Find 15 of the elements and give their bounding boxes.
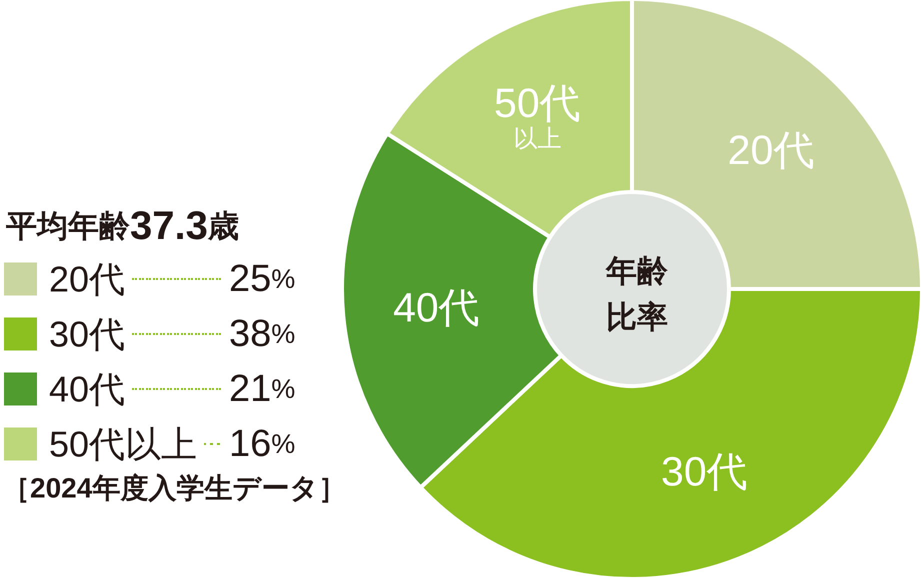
slice-label: 30代 [661,448,748,495]
text: ［2024年度入学生データ］ [2,472,346,504]
slice-label: 20代 [728,127,814,174]
legend-label: 20代 [49,258,126,300]
text: 年齢比率 [605,254,668,334]
data-label: 21% [229,368,296,410]
legend-label: 40代 [49,368,126,410]
data-label: 25% [229,258,296,300]
data-label: 16% [229,423,296,465]
legend-title: 平均年齢37.3歳 [5,204,239,248]
slice-label: 40代 [393,284,480,330]
legend-label: 30代 [49,314,126,354]
legend-label: 50代以上 [49,424,198,464]
text: 50代以上 [494,80,581,152]
data-label: 38% [229,313,296,355]
